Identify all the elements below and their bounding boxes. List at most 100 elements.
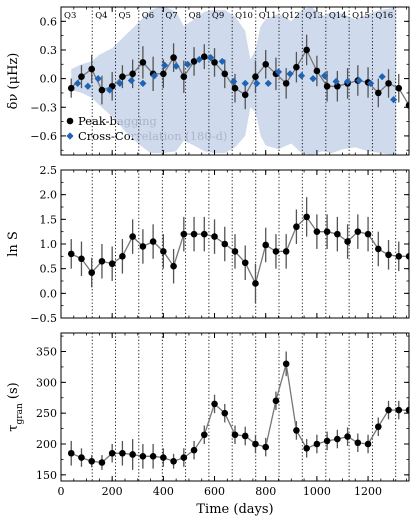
y-tick-label: 1.5 bbox=[40, 213, 58, 226]
data-point bbox=[262, 241, 270, 249]
cc-data-point bbox=[230, 77, 238, 86]
data-point bbox=[67, 449, 75, 457]
cc-data-point bbox=[150, 72, 158, 80]
series-line bbox=[70, 215, 409, 286]
data-point bbox=[344, 433, 351, 440]
data-point bbox=[139, 59, 147, 66]
x-tick-label: 1200 bbox=[354, 485, 382, 498]
quarter-label: Q6 bbox=[142, 11, 154, 21]
panel-data bbox=[67, 333, 409, 481]
data-point bbox=[313, 67, 321, 75]
data-point bbox=[395, 84, 403, 92]
cc-data-point bbox=[195, 55, 203, 64]
y-tick-label: 2.0 bbox=[40, 189, 58, 202]
cc-data-point bbox=[253, 79, 261, 87]
data-point bbox=[241, 91, 249, 99]
data-point bbox=[139, 453, 147, 460]
cc-data-point bbox=[241, 79, 249, 87]
y-tick-label: −0.6 bbox=[30, 130, 57, 143]
cc-data-point bbox=[106, 86, 114, 94]
cc-data-point bbox=[207, 54, 215, 62]
cc-data-point bbox=[390, 96, 398, 104]
data-point bbox=[108, 449, 116, 457]
cc-data-point bbox=[297, 72, 306, 80]
cc-data-point bbox=[309, 75, 317, 83]
quarter-label: Q10 bbox=[235, 11, 253, 21]
data-point bbox=[344, 238, 351, 245]
data-point bbox=[231, 248, 239, 255]
series-line bbox=[70, 48, 409, 106]
y-tick-label: −0.5 bbox=[30, 312, 57, 325]
data-point bbox=[385, 80, 392, 87]
data-point bbox=[211, 400, 218, 408]
data-point bbox=[160, 248, 167, 255]
data-point bbox=[88, 269, 96, 276]
cc-data-point bbox=[184, 60, 192, 68]
data-point bbox=[374, 423, 382, 431]
data-point bbox=[170, 262, 177, 270]
y-tick-label: −0.3 bbox=[30, 101, 57, 114]
data-point bbox=[374, 245, 382, 253]
data-point bbox=[190, 58, 198, 65]
data-point bbox=[221, 409, 229, 417]
quarter-label: Q3 bbox=[64, 11, 76, 21]
data-point bbox=[272, 248, 280, 255]
data-point bbox=[364, 230, 372, 238]
cc-data-point bbox=[116, 79, 124, 87]
x-tick-label: 600 bbox=[204, 485, 225, 498]
cc-data-point bbox=[94, 75, 102, 83]
tau-gran-panel: 150 200 250 300 350 τgran (s) 0 200 400 600 800 100… bbox=[6, 332, 410, 517]
y-axis-label-subscript: gran bbox=[15, 403, 25, 424]
data-point bbox=[395, 253, 403, 260]
x-tick-label: 800 bbox=[255, 485, 276, 498]
data-point bbox=[293, 63, 300, 71]
cc-data-point bbox=[139, 79, 147, 87]
x-tick-label: 200 bbox=[102, 485, 123, 498]
data-point bbox=[231, 431, 239, 439]
cc-data-point bbox=[378, 73, 386, 81]
data-point bbox=[67, 250, 75, 258]
data-point bbox=[119, 253, 126, 260]
data-point bbox=[119, 449, 126, 457]
x-tick-label: 0 bbox=[58, 485, 65, 498]
y-axis-label: δν (μHz) bbox=[6, 53, 21, 110]
delta-nu-panel: Peak-bagging Cross-Correlation (180-d) −… bbox=[6, 6, 410, 156]
data-point bbox=[252, 73, 259, 81]
series-line bbox=[70, 363, 409, 464]
data-point bbox=[67, 84, 75, 92]
data-point bbox=[190, 230, 198, 238]
data-point bbox=[252, 440, 259, 448]
y-tick-label: 250 bbox=[36, 407, 57, 420]
data-point bbox=[98, 459, 106, 466]
quarter-label: Q11 bbox=[259, 11, 277, 21]
data-point bbox=[200, 53, 208, 60]
ln-s-panel: −0.5 0.0 0.5 1.0 1.5 2.0 2.5 ln S bbox=[6, 164, 410, 325]
data-point bbox=[211, 233, 218, 240]
data-point bbox=[405, 406, 409, 414]
x-axis-label: Time (days) bbox=[196, 502, 273, 517]
data-point bbox=[252, 280, 259, 287]
quarter-label: Q7 bbox=[165, 11, 177, 21]
data-point bbox=[293, 427, 300, 434]
x-tick-label: 400 bbox=[153, 485, 174, 498]
cc-data-point bbox=[218, 57, 226, 66]
data-point bbox=[303, 213, 310, 221]
cc-data-point bbox=[320, 72, 329, 80]
data-point bbox=[334, 435, 341, 443]
data-point bbox=[170, 54, 177, 61]
cc-data-point bbox=[367, 79, 375, 87]
data-point bbox=[160, 454, 167, 461]
quarter-label: Q12 bbox=[282, 11, 300, 21]
data-point bbox=[78, 73, 85, 81]
data-point bbox=[129, 451, 136, 458]
data-point bbox=[313, 228, 321, 235]
y-tick-label: 2.5 bbox=[40, 164, 58, 177]
data-point bbox=[323, 437, 331, 445]
data-point bbox=[395, 406, 403, 414]
y-axis-label: τgran (s) bbox=[6, 382, 25, 431]
cc-data-point bbox=[161, 61, 169, 69]
data-point bbox=[354, 228, 362, 235]
quarter-label: Q9 bbox=[212, 11, 224, 21]
cc-data-point bbox=[274, 68, 283, 76]
axes-frame bbox=[60, 332, 410, 482]
